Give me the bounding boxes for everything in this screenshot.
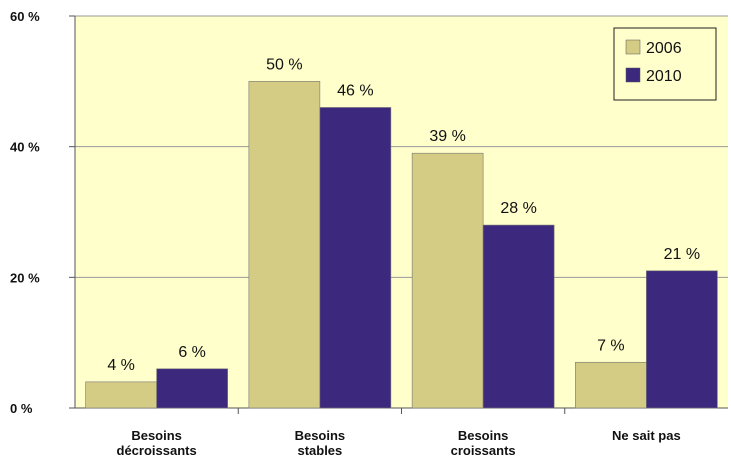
data-label-2010-4: 21 %: [664, 246, 700, 263]
data-label-2010-3: 28 %: [500, 200, 536, 217]
data-label-2006-3: 39 %: [429, 128, 465, 145]
data-label-2006-1: 4 %: [107, 357, 135, 374]
bar-2010-4: [646, 270, 718, 409]
legend-swatch-2010: [625, 67, 641, 83]
y-tick-label: 0 %: [10, 401, 33, 416]
bar-2006-3: [411, 152, 484, 409]
legend-label-2010: 2010: [646, 68, 682, 85]
category-label: décroissants: [117, 443, 197, 458]
category-label: stables: [297, 443, 342, 458]
y-tick-label: 20 %: [10, 270, 40, 285]
legend-label-2006: 2006: [646, 40, 682, 57]
y-tick-label: 40 %: [10, 140, 40, 155]
category-label: Ne sait pas: [612, 428, 681, 443]
bar-2006-1: [85, 381, 157, 409]
bar-2010-3: [482, 224, 555, 409]
bar-2006-2: [248, 81, 321, 409]
data-label-2006-4: 7 %: [597, 337, 625, 354]
y-tick-label: 60 %: [10, 9, 40, 24]
data-label-2010-1: 6 %: [178, 344, 206, 361]
bar-2010-2: [319, 107, 392, 409]
category-label: Besoins: [295, 428, 346, 443]
legend: [613, 27, 717, 101]
category-label: croissants: [451, 443, 516, 458]
bar-2010-1: [156, 368, 228, 409]
category-label: Besoins: [131, 428, 182, 443]
legend-swatch-2006: [625, 39, 641, 55]
data-label-2010-2: 46 %: [337, 82, 373, 99]
bar-2006-4: [575, 361, 647, 409]
data-label-2006-2: 50 %: [266, 56, 302, 73]
category-label: Besoins: [458, 428, 509, 443]
